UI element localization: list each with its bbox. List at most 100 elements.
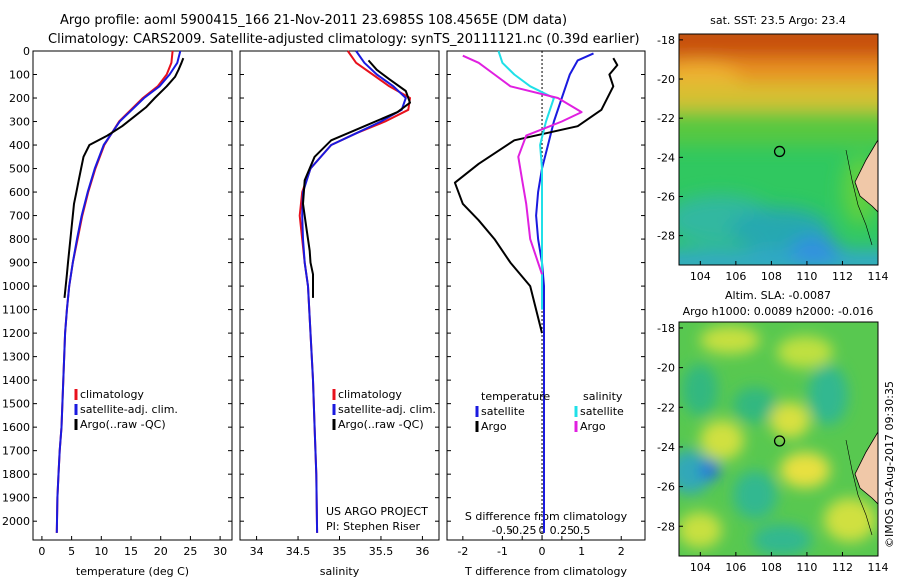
map-x-tick-label: 110 (796, 270, 817, 283)
map-x-tick-label: 112 (832, 561, 853, 574)
depth-tick-label: 800 (9, 233, 30, 246)
temperature-panel: 0100200300400500600700800900100011001200… (2, 45, 233, 578)
x-tick-label: -1 (497, 545, 508, 558)
salinity-tick-label: -0.5 (492, 524, 513, 537)
sla-argo-location-marker (773, 435, 786, 447)
depth-tick-label: 100 (9, 69, 30, 82)
pi-label: PI: Stephen Riser (326, 520, 421, 533)
legend-label: climatology (80, 388, 144, 401)
legend-title-temperature: temperature (481, 390, 550, 403)
sla-coastline (854, 431, 878, 505)
series-line-2 (302, 59, 411, 298)
depth-tick-label: 1800 (2, 468, 30, 481)
x-tick-label: 35 (333, 545, 347, 558)
depth-tick-label: 600 (9, 186, 30, 199)
depth-tick-label: 400 (9, 139, 30, 152)
x-tick-label: 25 (183, 545, 197, 558)
plot-frame (239, 50, 440, 541)
map-x-tick-label: 108 (761, 270, 782, 283)
x-tick-label: 1 (578, 545, 585, 558)
map-y-tick-label: -20 (657, 362, 675, 375)
imos-watermark: ©IMOS 03-Aug-2017 09:30:35 (883, 381, 896, 548)
map-y-tick-label: -20 (657, 73, 675, 86)
x-tick-label: 0 (539, 545, 546, 558)
series-line-2 (497, 50, 555, 310)
sst-field (679, 34, 878, 265)
x-tick-label: -2 (457, 545, 468, 558)
map-y-tick-label: -18 (657, 34, 675, 47)
x-tick-label: 15 (124, 545, 138, 558)
x-axis-label: temperature (deg C) (76, 565, 189, 578)
x-tick-label: 0 (38, 545, 45, 558)
map-x-tick-label: 114 (868, 270, 889, 283)
series-line-1 (55, 50, 182, 533)
depth-tick-label: 700 (9, 210, 30, 223)
x-tick-label: 34.5 (286, 545, 311, 558)
depth-tick-label: 1600 (2, 421, 30, 434)
depth-tick-label: 500 (9, 163, 30, 176)
legend-label: Argo (481, 420, 507, 433)
salinity-panel: 34 34.5 35 35.5 36 salinity climatology satelli… (239, 50, 440, 578)
depth-tick-label: 1000 (2, 280, 30, 293)
legend-label: Argo (580, 420, 606, 433)
sst-map-title: sat. SST: 23.5 Argo: 23.4 (710, 14, 846, 27)
series-line-3 (462, 54, 583, 275)
legend-label: Argo(..raw -QC) (338, 418, 424, 431)
map-y-tick-label: -24 (657, 441, 675, 454)
map-y-tick-label: -26 (657, 481, 675, 494)
legend-title-salinity: salinity (583, 390, 623, 403)
map-y-tick-label: -28 (657, 520, 675, 533)
depth-tick-label: 2000 (2, 515, 30, 528)
depth-tick-label: 1300 (2, 351, 30, 364)
depth-tick-label: 1100 (2, 304, 30, 317)
sla-map: Altim. SLA: -0.0087 Argo h1000: 0.0089 h… (657, 289, 888, 574)
x-axis-label: salinity (320, 565, 360, 578)
depth-tick-label: 300 (9, 116, 30, 129)
plot-frame (446, 50, 646, 541)
x-axis-label: T difference from climatology (464, 565, 627, 578)
series-line-1 (453, 57, 619, 334)
legend-label: satellite-adj. clim. (80, 403, 178, 416)
map-x-tick-label: 114 (868, 561, 889, 574)
x-tick-label: 2 (618, 545, 625, 558)
x-tick-label: 20 (154, 545, 168, 558)
map-y-tick-label: -26 (657, 190, 675, 203)
x-tick-label: 34 (250, 545, 264, 558)
x-tick-label: 10 (94, 545, 108, 558)
series-line-2 (63, 57, 185, 299)
legend-label: satellite (580, 405, 624, 418)
legend-label: satellite-adj. clim. (338, 403, 436, 416)
sst-coastline (854, 139, 878, 213)
sst-map: sat. SST: 23.5 Argo: 23.4 (657, 14, 889, 283)
sla-field (679, 322, 878, 556)
sst-argo-location-marker (773, 145, 786, 158)
salinity-axis-label: S difference from climatology (465, 510, 628, 523)
series-line-0 (55, 50, 174, 533)
depth-tick-label: 1700 (2, 445, 30, 458)
map-x-tick-label: 106 (725, 561, 746, 574)
map-x-tick-label: 112 (832, 270, 853, 283)
map-y-tick-label: -22 (657, 112, 675, 125)
legend-label: climatology (338, 388, 402, 401)
legend-label: satellite (481, 405, 525, 418)
x-tick-label: 30 (213, 545, 227, 558)
depth-tick-label: 0 (23, 45, 30, 58)
legend-label: Argo(..raw -QC) (80, 418, 166, 431)
depth-tick-label: 900 (9, 257, 30, 270)
map-x-tick-label: 104 (690, 561, 711, 574)
map-x-tick-label: 108 (761, 561, 782, 574)
sla-map-title: Altim. SLA: -0.0087 (725, 289, 831, 302)
x-tick-label: 36 (415, 545, 429, 558)
salinity-tick-label: 0.25 (550, 524, 575, 537)
map-x-tick-label: 106 (725, 270, 746, 283)
depth-tick-label: 1900 (2, 492, 30, 505)
difference-panel: -2 -1 0 1 2 T difference from climatology -0.5… (446, 50, 646, 578)
depth-tick-label: 1400 (2, 374, 30, 387)
header-line-2: Climatology: CARS2009. Satellite-adjuste… (48, 32, 640, 47)
project-label: US ARGO PROJECT (326, 505, 428, 518)
plot-frame (32, 50, 233, 541)
x-tick-label: 5 (68, 545, 75, 558)
map-x-tick-label: 104 (690, 270, 711, 283)
